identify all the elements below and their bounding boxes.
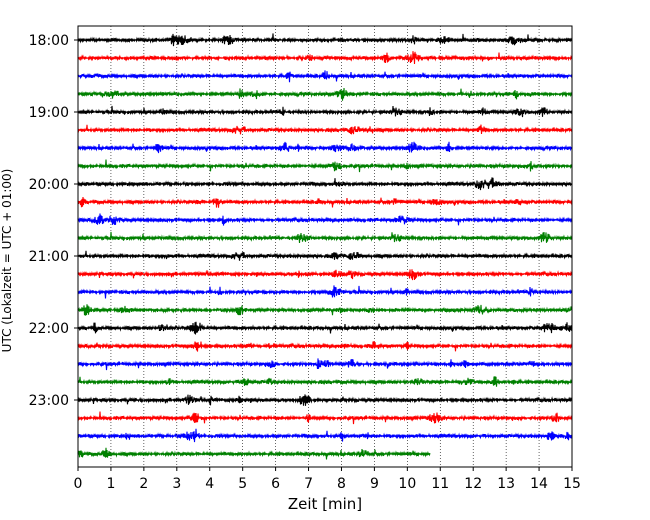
trace-2145 — [77, 304, 573, 316]
y-tick-label-2100: 21:00 — [29, 249, 69, 265]
y-axis-ticks: 18:00 19:00 20:00 21:00 22:00 23:00 — [29, 33, 78, 409]
trace-1930 — [77, 141, 573, 154]
x-tick-label-2: 2 — [139, 476, 148, 492]
trace-1800 — [77, 33, 573, 47]
trace-2200 — [77, 321, 573, 335]
x-axis-ticks: 0 1 2 3 4 5 6 7 8 9 10 11 12 13 14 15 — [74, 467, 581, 492]
trace-1900 — [77, 105, 573, 118]
y-tick-label-2300: 23:00 — [29, 393, 69, 409]
trace-2300 — [77, 394, 573, 406]
trace-2015 — [77, 196, 573, 208]
trace-2315 — [77, 411, 573, 425]
y-axis-label: UTC (Lokalzeit = UTC + 01:00) — [0, 169, 14, 353]
trace-2130 — [77, 285, 573, 299]
x-tick-label-12: 12 — [464, 476, 482, 492]
x-tick-label-11: 11 — [431, 476, 449, 492]
trace-1915 — [77, 124, 573, 135]
x-tick-label-5: 5 — [238, 476, 247, 492]
x-tick-label-1: 1 — [106, 476, 115, 492]
x-tick-label-13: 13 — [497, 476, 515, 492]
plot-frame — [77, 25, 573, 468]
x-axis-label: Zeit [min] — [288, 495, 362, 513]
seismic-traces — [77, 33, 573, 460]
x-tick-label-3: 3 — [172, 476, 181, 492]
trace-2030 — [77, 213, 573, 226]
x-tick-label-4: 4 — [205, 476, 214, 492]
trace-2100 — [77, 250, 573, 261]
x-tick-label-7: 7 — [304, 476, 313, 492]
trace-1815 — [77, 51, 573, 64]
trace-2115 — [77, 269, 573, 281]
trace-1945 — [77, 159, 573, 173]
x-tick-label-9: 9 — [370, 476, 379, 492]
trace-1845 — [77, 87, 573, 101]
x-tick-label-0: 0 — [74, 476, 83, 492]
trace-2000 — [77, 177, 573, 191]
trace-2245 — [77, 376, 573, 387]
y-tick-label-2000: 20:00 — [29, 177, 69, 193]
trace-2330 — [77, 428, 573, 443]
x-tick-label-15: 15 — [563, 476, 581, 492]
trace-2345 — [77, 447, 431, 460]
x-tick-label-10: 10 — [398, 476, 416, 492]
trace-1830 — [77, 70, 573, 83]
trace-2215 — [77, 341, 573, 352]
x-tick-label-8: 8 — [337, 476, 346, 492]
trace-2230 — [77, 358, 573, 371]
y-tick-label-2200: 22:00 — [29, 321, 69, 337]
y-tick-label-1800: 18:00 — [29, 33, 69, 49]
x-tick-label-6: 6 — [271, 476, 280, 492]
y-tick-label-1900: 19:00 — [29, 105, 69, 121]
trace-2045 — [77, 231, 573, 244]
x-tick-label-14: 14 — [530, 476, 548, 492]
